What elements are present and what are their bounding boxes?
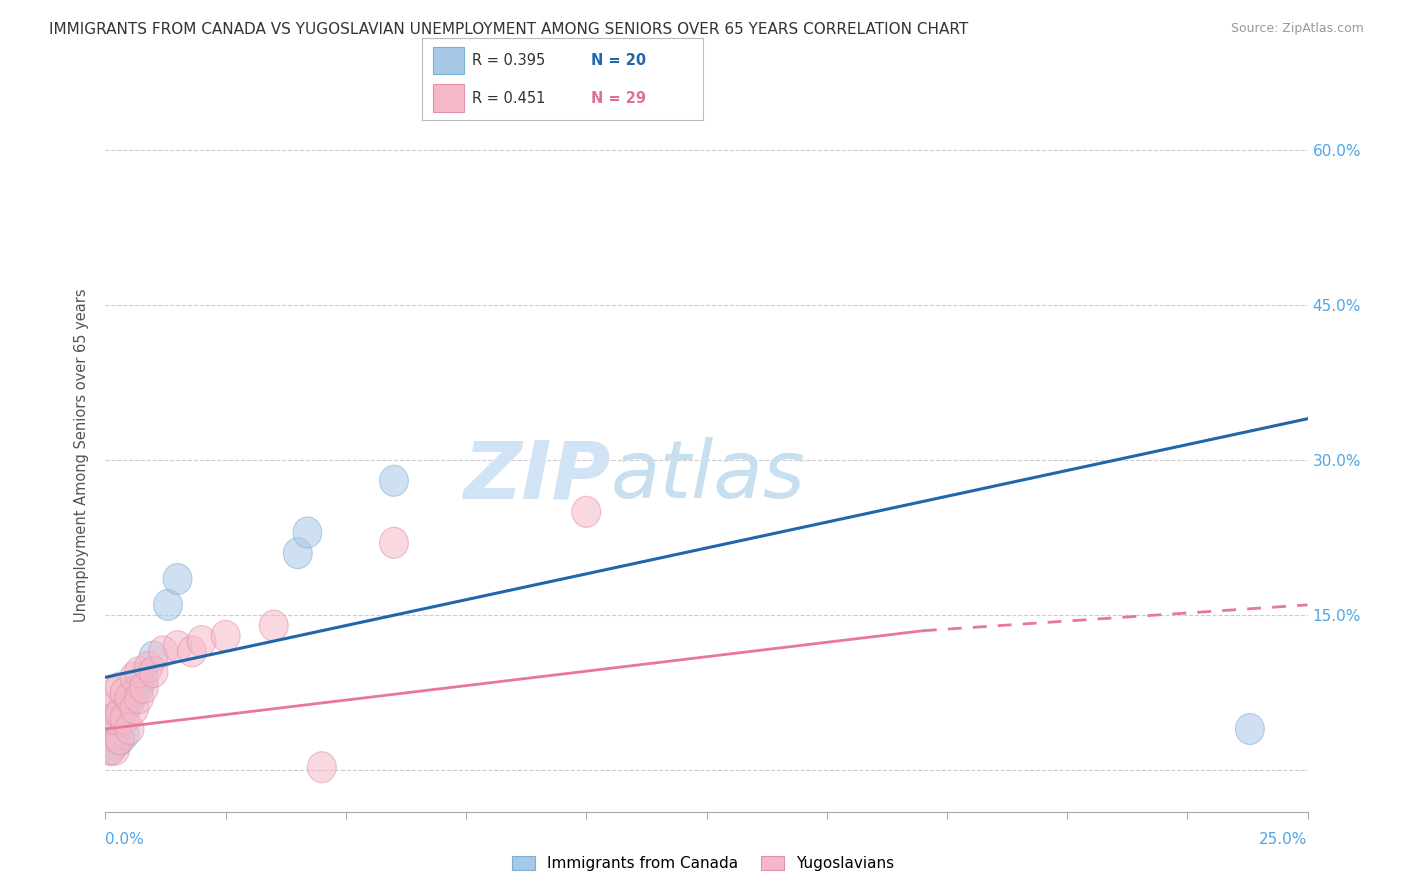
Ellipse shape (259, 610, 288, 641)
Text: N = 29: N = 29 (591, 91, 645, 106)
Ellipse shape (101, 703, 129, 734)
Ellipse shape (139, 641, 167, 672)
Ellipse shape (120, 693, 149, 723)
Ellipse shape (1236, 714, 1264, 745)
Ellipse shape (105, 723, 135, 755)
Ellipse shape (129, 662, 159, 693)
Ellipse shape (96, 719, 125, 749)
Ellipse shape (96, 723, 125, 755)
Ellipse shape (110, 677, 139, 708)
Text: atlas: atlas (610, 437, 806, 516)
Text: 25.0%: 25.0% (1260, 832, 1308, 847)
Text: N = 20: N = 20 (591, 53, 645, 68)
Ellipse shape (153, 590, 183, 621)
Ellipse shape (284, 538, 312, 569)
Text: IMMIGRANTS FROM CANADA VS YUGOSLAVIAN UNEMPLOYMENT AMONG SENIORS OVER 65 YEARS C: IMMIGRANTS FROM CANADA VS YUGOSLAVIAN UN… (49, 22, 969, 37)
Ellipse shape (96, 734, 125, 765)
Ellipse shape (105, 723, 135, 755)
Ellipse shape (572, 496, 600, 527)
Ellipse shape (101, 729, 129, 760)
Ellipse shape (96, 693, 125, 723)
Ellipse shape (163, 564, 193, 595)
Text: 0.0%: 0.0% (105, 832, 145, 847)
Ellipse shape (96, 708, 125, 739)
Ellipse shape (308, 752, 336, 783)
Ellipse shape (211, 621, 240, 651)
Ellipse shape (110, 719, 139, 749)
Ellipse shape (135, 651, 163, 682)
Ellipse shape (105, 698, 135, 729)
Ellipse shape (101, 677, 129, 708)
Ellipse shape (110, 703, 139, 734)
Text: Source: ZipAtlas.com: Source: ZipAtlas.com (1230, 22, 1364, 36)
Y-axis label: Unemployment Among Seniors over 65 years: Unemployment Among Seniors over 65 years (75, 288, 90, 622)
FancyBboxPatch shape (433, 46, 464, 74)
Ellipse shape (105, 698, 135, 729)
Ellipse shape (139, 657, 167, 688)
Text: R = 0.451: R = 0.451 (472, 91, 546, 106)
Ellipse shape (149, 636, 177, 667)
Ellipse shape (120, 662, 149, 693)
Ellipse shape (380, 527, 408, 558)
Ellipse shape (115, 714, 143, 745)
Legend: Immigrants from Canada, Yugoslavians: Immigrants from Canada, Yugoslavians (506, 850, 900, 877)
Ellipse shape (129, 672, 159, 703)
Ellipse shape (120, 677, 149, 708)
Ellipse shape (101, 703, 129, 734)
Ellipse shape (115, 682, 143, 714)
Text: R = 0.395: R = 0.395 (472, 53, 546, 68)
Ellipse shape (292, 517, 322, 548)
FancyBboxPatch shape (433, 85, 464, 112)
Ellipse shape (163, 631, 193, 662)
Ellipse shape (125, 672, 153, 703)
Ellipse shape (110, 693, 139, 723)
Ellipse shape (187, 625, 217, 657)
Ellipse shape (125, 657, 153, 688)
Ellipse shape (96, 734, 125, 765)
Ellipse shape (105, 672, 135, 703)
Ellipse shape (101, 734, 129, 765)
Ellipse shape (125, 682, 153, 714)
Text: ZIP: ZIP (463, 437, 610, 516)
Ellipse shape (380, 466, 408, 496)
Ellipse shape (177, 636, 207, 667)
Ellipse shape (115, 688, 143, 719)
